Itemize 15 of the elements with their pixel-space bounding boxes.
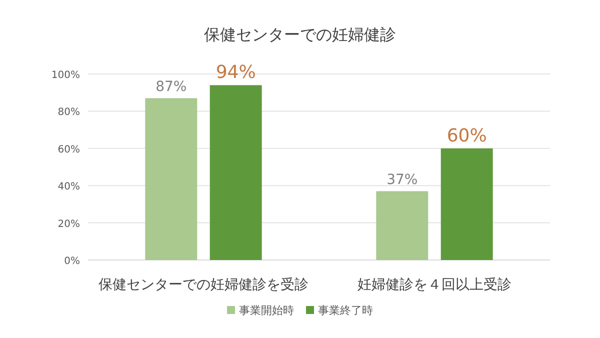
y-tick-label: 40%: [58, 182, 80, 193]
legend-label: 事業開始時: [239, 304, 294, 317]
y-tick-label: 80%: [58, 107, 80, 118]
x-tick-label: 妊婦健診を４回以上受診: [358, 277, 512, 293]
legend-label: 事業終了時: [318, 304, 373, 317]
data-label: 94%: [216, 62, 256, 84]
title: 保健センターでの妊婦健診: [204, 25, 396, 44]
x-tick-label: 保健センターでの妊婦健診を受診: [98, 277, 308, 293]
y-tick-label: 0%: [64, 256, 80, 267]
data-label: 60%: [446, 125, 487, 146]
data-label: 37%: [386, 172, 418, 188]
y-tick-label: 60%: [58, 144, 80, 156]
y-tick-label: 100%: [51, 70, 80, 81]
data-label: 87%: [156, 79, 187, 96]
y-tick-label: 20%: [58, 218, 80, 230]
